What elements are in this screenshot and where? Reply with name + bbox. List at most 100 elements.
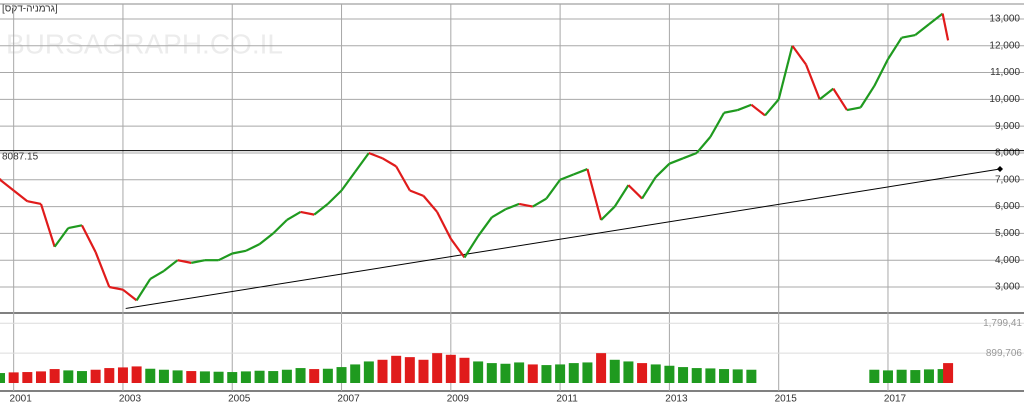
volume-bar bbox=[295, 368, 306, 383]
volume-bar bbox=[691, 368, 702, 383]
volume-bar bbox=[896, 369, 907, 383]
y-tick-label: 11,000 bbox=[990, 67, 1020, 78]
price-segment bbox=[354, 152, 370, 173]
x-tick-label: 2007 bbox=[337, 394, 360, 404]
price-segment bbox=[668, 157, 684, 165]
volume-bar bbox=[459, 357, 470, 383]
volume-bar bbox=[882, 370, 893, 383]
volume-bar bbox=[336, 367, 347, 383]
price-segment bbox=[272, 219, 288, 235]
volume-bar bbox=[322, 368, 333, 383]
price-segment bbox=[191, 259, 206, 264]
x-tick-label: 2009 bbox=[447, 394, 470, 404]
volume-bar bbox=[240, 371, 251, 383]
trendline bbox=[125, 168, 1001, 309]
price-segment bbox=[80, 224, 97, 253]
price-segment bbox=[313, 203, 329, 216]
price-segment bbox=[135, 278, 152, 301]
chart-title: [גרמניה-דקס] bbox=[2, 4, 58, 15]
price-segment bbox=[627, 184, 643, 200]
volume-bar bbox=[623, 361, 634, 383]
price-segment bbox=[723, 108, 738, 114]
price-segment bbox=[12, 189, 29, 203]
price-segment bbox=[518, 202, 533, 208]
volume-bar bbox=[76, 371, 87, 383]
volume-bar bbox=[213, 371, 224, 383]
volume-bar bbox=[486, 363, 497, 383]
price-segment bbox=[340, 171, 357, 192]
price-segment bbox=[586, 168, 603, 221]
price-segment bbox=[941, 13, 950, 41]
price-segment bbox=[532, 197, 548, 208]
price-segment bbox=[600, 205, 616, 221]
price-segment bbox=[39, 203, 56, 248]
volume-bar bbox=[664, 365, 675, 383]
price-segment bbox=[218, 252, 233, 262]
volume-bar bbox=[145, 368, 156, 383]
price-segment bbox=[94, 251, 111, 288]
y-tick-label: 12,000 bbox=[989, 40, 1020, 51]
x-tick-label: 2015 bbox=[775, 394, 798, 404]
volume-bar bbox=[158, 369, 169, 383]
price-segment bbox=[422, 195, 438, 213]
volume-bar bbox=[309, 369, 320, 383]
volume-bar bbox=[678, 367, 689, 383]
volume-bar bbox=[432, 353, 443, 383]
price-segment bbox=[818, 87, 835, 101]
price-segment bbox=[53, 227, 70, 248]
volume-bar bbox=[227, 372, 238, 383]
price-segment bbox=[149, 269, 165, 280]
volume-bar bbox=[418, 359, 429, 383]
y-tick-label: 8,000 bbox=[995, 148, 1020, 159]
price-segment bbox=[491, 208, 507, 219]
volume-bar bbox=[254, 370, 265, 383]
volume-bar bbox=[514, 362, 525, 383]
volume-bar bbox=[8, 372, 19, 383]
volume-bar bbox=[131, 366, 142, 383]
price-segment bbox=[846, 106, 861, 112]
volume-bar bbox=[869, 369, 880, 383]
horizontal-line-label: 8087.15 bbox=[2, 151, 39, 162]
price-segment bbox=[395, 165, 411, 192]
volume-bar bbox=[746, 369, 757, 383]
price-segment bbox=[477, 216, 493, 237]
volume-bar bbox=[49, 369, 60, 383]
volume-bar bbox=[541, 365, 552, 383]
price-segment bbox=[559, 173, 575, 181]
volume-bar bbox=[555, 364, 566, 383]
price-segment bbox=[327, 189, 343, 205]
volume-bar bbox=[473, 361, 484, 383]
price-segment bbox=[258, 232, 274, 245]
volume-bar bbox=[63, 370, 74, 383]
y-tick-label: 13,000 bbox=[989, 14, 1020, 25]
price-segment bbox=[0, 178, 15, 192]
price-segment bbox=[928, 12, 944, 26]
y2-tick-label: 899,706 bbox=[986, 348, 1023, 359]
volume-bar bbox=[268, 371, 279, 383]
volume-bar bbox=[596, 353, 607, 383]
volume-bar bbox=[943, 363, 954, 383]
x-tick-label: 2001 bbox=[10, 394, 33, 404]
price-segment bbox=[804, 64, 821, 100]
x-tick-label: 2003 bbox=[119, 394, 142, 404]
price-segment bbox=[505, 202, 520, 211]
x-tick-label: 2017 bbox=[884, 394, 907, 404]
volume-bar bbox=[500, 363, 511, 383]
price-segment bbox=[545, 179, 561, 200]
volume-bar bbox=[363, 361, 374, 383]
volume-bar bbox=[22, 372, 33, 383]
price-segment bbox=[764, 98, 780, 117]
volume-bar bbox=[90, 369, 101, 383]
y-tick-label: 3,000 bbox=[995, 282, 1020, 293]
price-segment bbox=[695, 136, 712, 154]
price-segment bbox=[682, 151, 698, 160]
price-segment bbox=[232, 249, 247, 255]
y2-tick-label: 1,799,41 bbox=[983, 318, 1022, 329]
price-segment bbox=[27, 200, 42, 205]
price-segment bbox=[368, 151, 383, 160]
volume-bar bbox=[923, 369, 934, 383]
price-segment bbox=[859, 85, 876, 108]
volume-bar bbox=[281, 369, 292, 383]
price-segment bbox=[709, 112, 726, 138]
